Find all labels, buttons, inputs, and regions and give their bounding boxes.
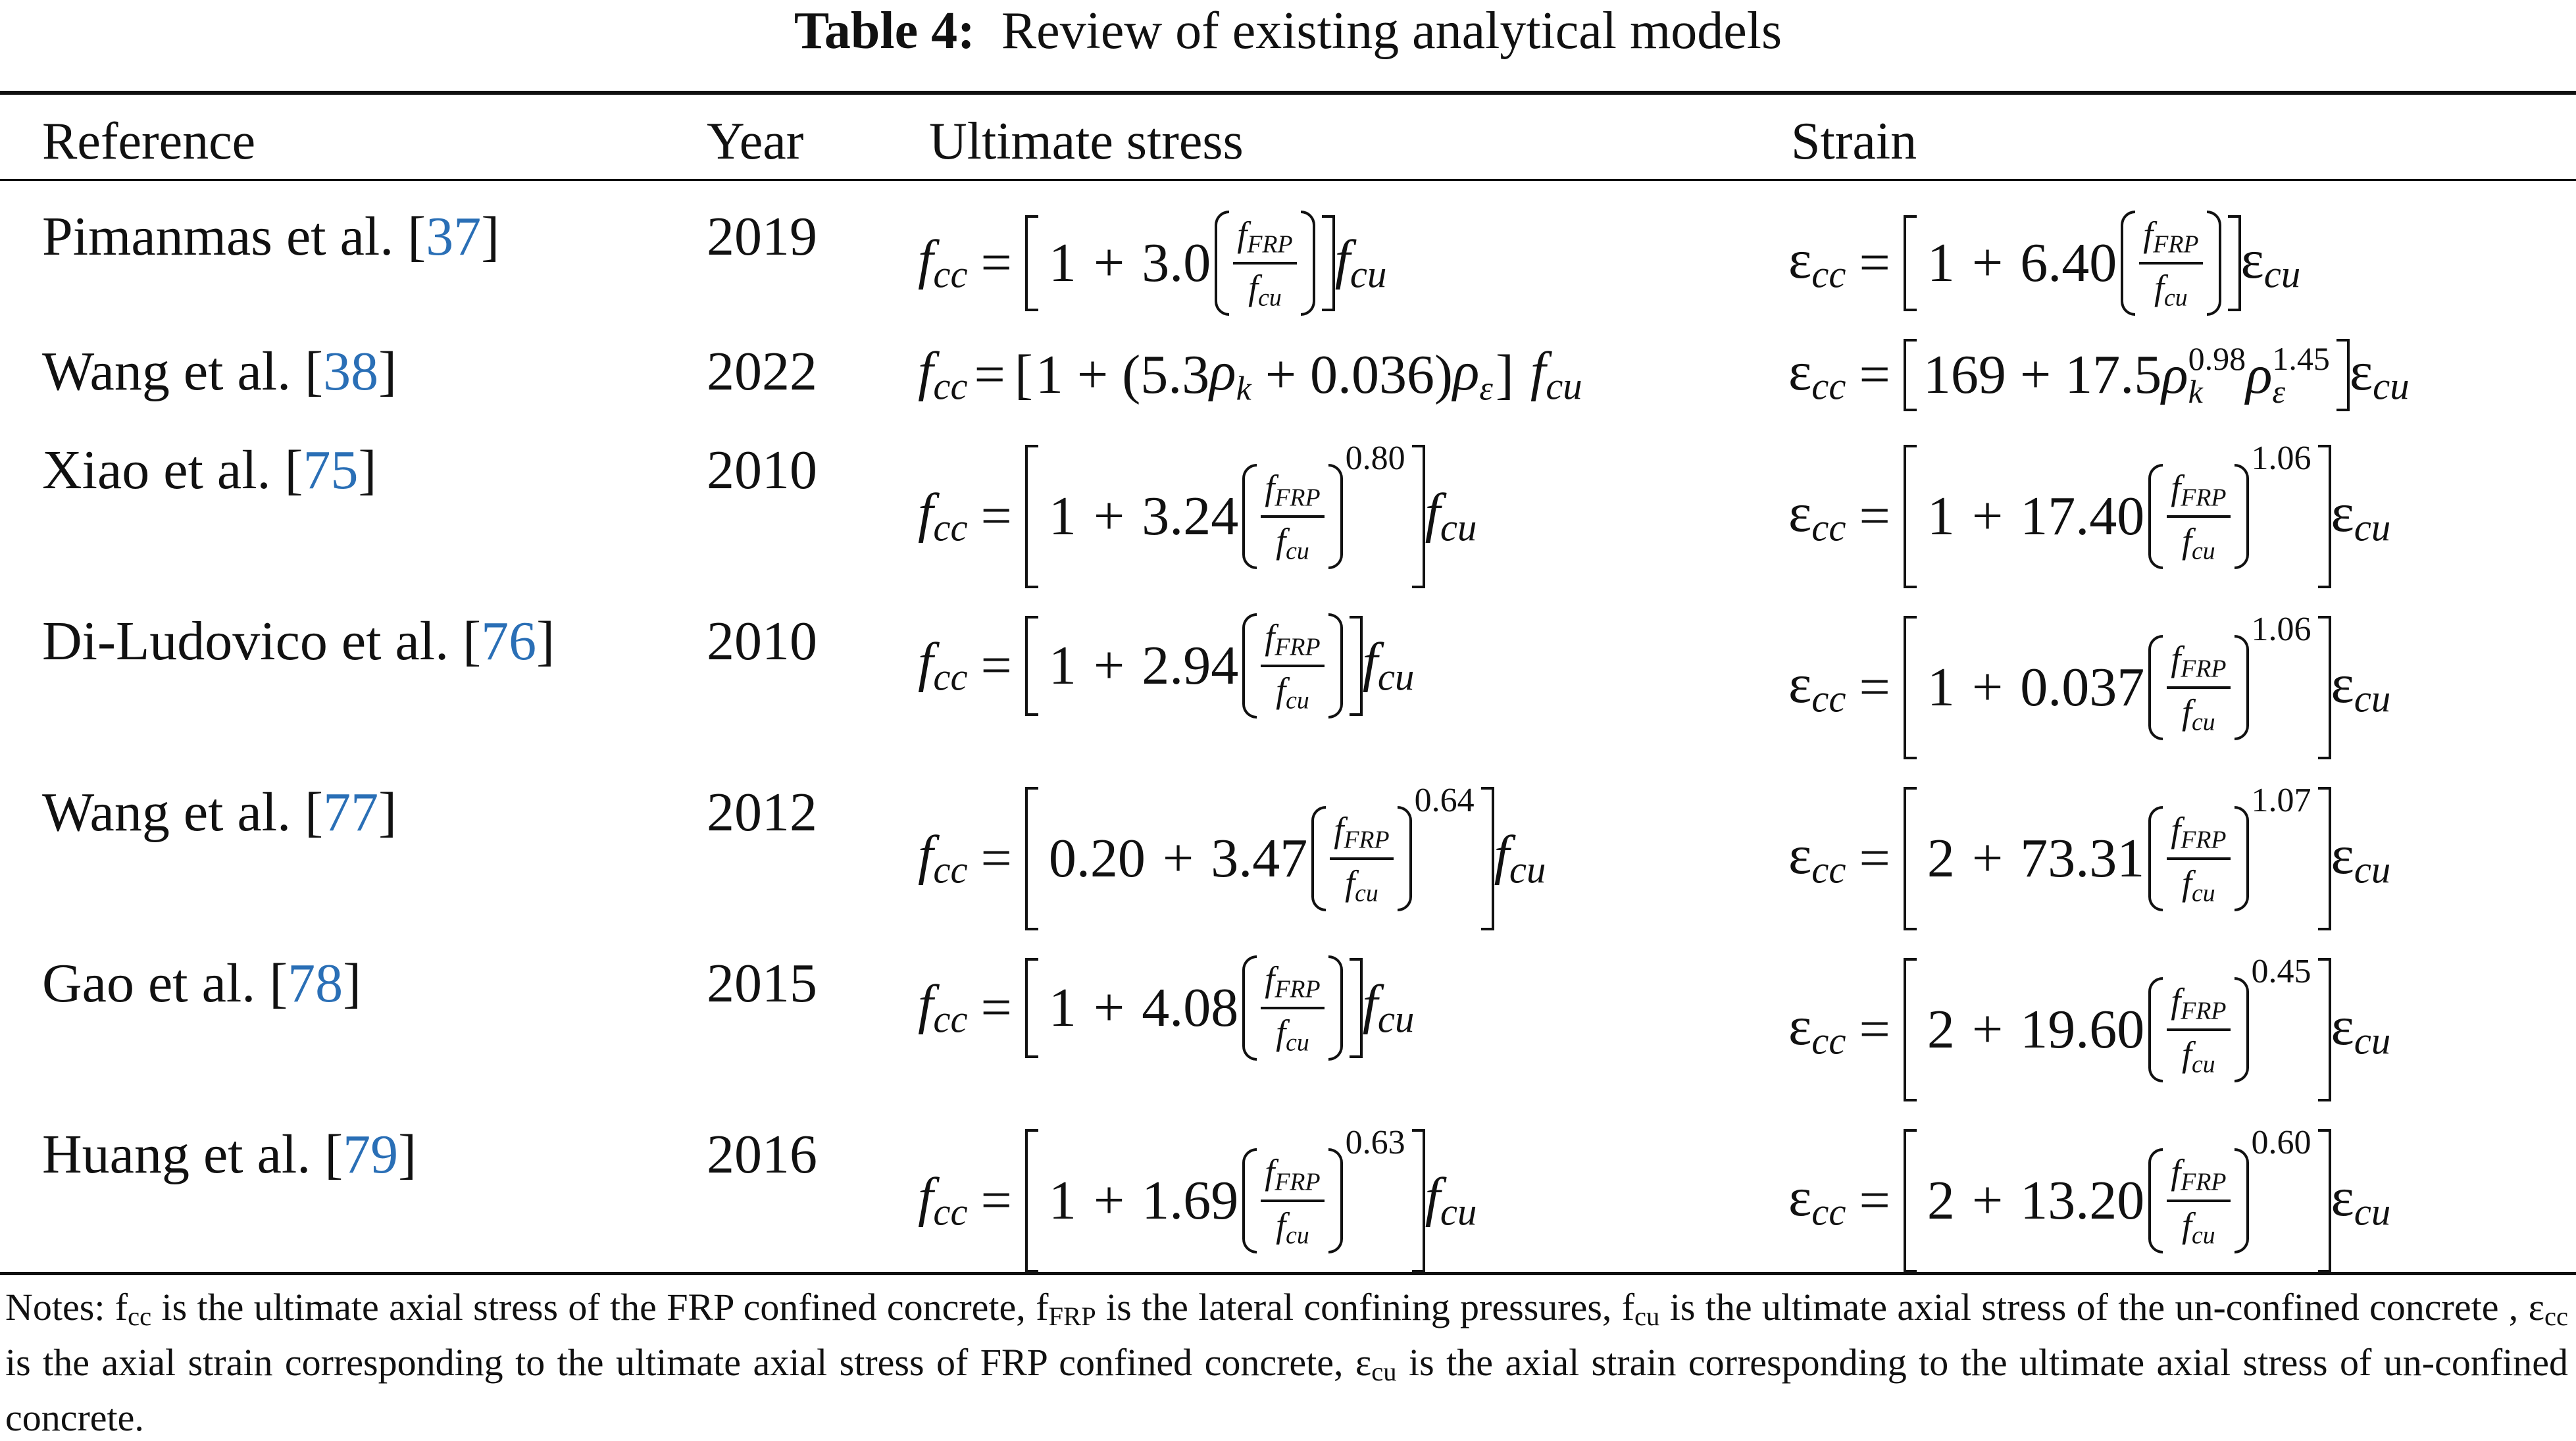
citation-link[interactable]: 75 <box>303 440 359 501</box>
header-rule <box>0 179 2576 181</box>
row-reference: Di-Ludovico et al. [76] <box>42 611 555 672</box>
row-reference: Pimanmas et al. [37] <box>42 206 500 267</box>
stress-equation: fcc = 0.20 +3.47 fFRP fcu 0.64 fcu <box>918 780 1546 938</box>
stress-equation: fcc = 1 +3.24 fFRP fcu 0.80 fcu <box>918 438 1477 595</box>
bottom-rule <box>0 1272 2576 1275</box>
stress-equation: fcc = 1 +2.94 fFRP fcu fcu <box>918 587 1414 745</box>
caption-label: Table 4: <box>794 2 975 60</box>
caption-text: Review of existing analytical models <box>1001 2 1782 60</box>
header-ultimate-stress: Ultimate stress <box>929 113 1244 170</box>
strain-equation: εcc = 1 +6.40 fFRP fcu εcu <box>1788 184 2300 342</box>
strain-equation: εcc = 2 +73.31 fFRP fcu 1.07 εcu <box>1788 780 2390 938</box>
row-year: 2012 <box>707 782 817 843</box>
citation-link[interactable]: 79 <box>343 1124 399 1185</box>
citation-link[interactable]: 78 <box>288 953 343 1014</box>
table-caption: Table 4: Review of existing analytical m… <box>0 0 2576 63</box>
citation-link[interactable]: 38 <box>323 341 379 402</box>
strain-equation: εcc = 2 +13.20 fFRP fcu 0.60 εcu <box>1788 1122 2390 1280</box>
header-reference: Reference <box>42 113 256 170</box>
strain-equation: εcc = 1 +17.40 fFRP fcu 1.06 εcu <box>1788 438 2390 595</box>
row-year: 2010 <box>707 440 817 501</box>
stress-equation: fcc = 1 +1.69 fFRP fcu 0.63 fcu <box>918 1122 1477 1280</box>
header-strain: Strain <box>1791 113 1917 170</box>
row-year: 2016 <box>707 1124 817 1185</box>
stress-equation: fcc = [1 + (5.3 ρk + 0.036) ρε] fcu <box>918 340 1582 408</box>
row-year: 2010 <box>707 611 817 672</box>
citation-link[interactable]: 76 <box>481 611 537 672</box>
citation-link[interactable]: 77 <box>323 782 379 843</box>
strain-equation: εcc = 169 + 17.5 ρ 0.98 k ρ 1.45 ε εcu <box>1788 339 2410 411</box>
header-year: Year <box>707 113 804 170</box>
row-reference: Wang et al. [77] <box>42 782 397 843</box>
stress-equation: fcc = 1 +3.0 fFRP fcu fcu <box>918 184 1386 342</box>
top-rule <box>0 91 2576 95</box>
strain-equation: εcc = 2 +19.60 fFRP fcu 0.45 εcu <box>1788 951 2390 1109</box>
row-year: 2022 <box>707 341 817 402</box>
table-notes: Notes: fcc is the ultimate axial stress … <box>5 1286 2569 1440</box>
stress-equation: fcc = 1 +4.08 fFRP fcu fcu <box>918 929 1414 1087</box>
row-year: 2015 <box>707 953 817 1014</box>
row-year: 2019 <box>707 206 817 267</box>
strain-equation: εcc = 1 +0.037 fFRP fcu 1.06 εcu <box>1788 609 2390 767</box>
row-reference: Xiao et al. [75] <box>42 440 377 501</box>
row-reference: Huang et al. [79] <box>42 1124 417 1185</box>
citation-link[interactable]: 37 <box>426 206 482 267</box>
row-reference: Wang et al. [38] <box>42 341 397 402</box>
row-reference: Gao et al. [78] <box>42 953 362 1014</box>
